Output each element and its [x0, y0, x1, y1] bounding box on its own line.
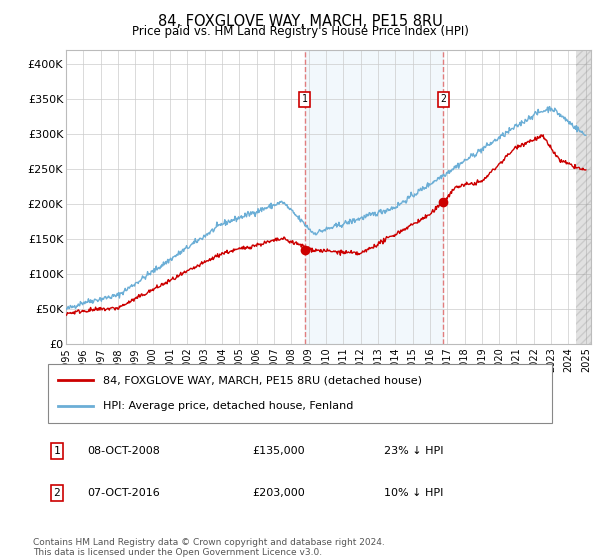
- Text: 1: 1: [53, 446, 61, 456]
- Text: 84, FOXGLOVE WAY, MARCH, PE15 8RU (detached house): 84, FOXGLOVE WAY, MARCH, PE15 8RU (detac…: [103, 375, 422, 385]
- Text: 10% ↓ HPI: 10% ↓ HPI: [384, 488, 443, 498]
- Text: Contains HM Land Registry data © Crown copyright and database right 2024.
This d: Contains HM Land Registry data © Crown c…: [33, 538, 385, 557]
- Text: 07-OCT-2016: 07-OCT-2016: [87, 488, 160, 498]
- Text: 1: 1: [302, 95, 308, 104]
- Text: 23% ↓ HPI: 23% ↓ HPI: [384, 446, 443, 456]
- Text: 2: 2: [53, 488, 61, 498]
- Bar: [576, 50, 591, 344]
- Bar: [576, 50, 591, 344]
- Text: Price paid vs. HM Land Registry's House Price Index (HPI): Price paid vs. HM Land Registry's House …: [131, 25, 469, 38]
- Text: 2: 2: [440, 95, 446, 104]
- Text: £203,000: £203,000: [252, 488, 305, 498]
- Bar: [305, 50, 443, 344]
- Text: 08-OCT-2008: 08-OCT-2008: [87, 446, 160, 456]
- Text: £135,000: £135,000: [252, 446, 305, 456]
- Text: HPI: Average price, detached house, Fenland: HPI: Average price, detached house, Fenl…: [103, 402, 354, 412]
- Text: 84, FOXGLOVE WAY, MARCH, PE15 8RU: 84, FOXGLOVE WAY, MARCH, PE15 8RU: [158, 14, 442, 29]
